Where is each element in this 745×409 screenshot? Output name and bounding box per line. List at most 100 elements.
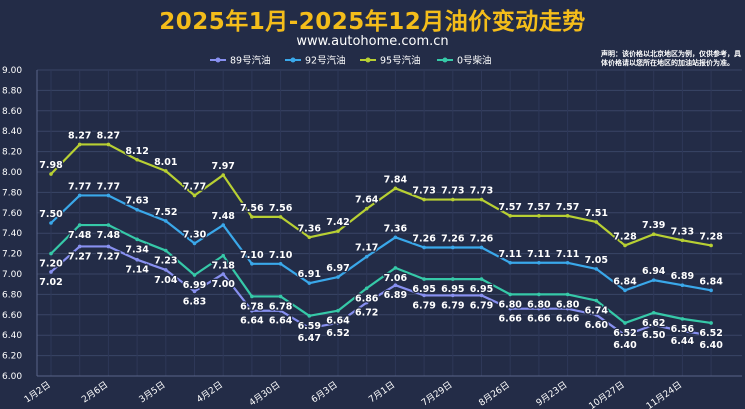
data-point	[709, 321, 713, 325]
data-point	[336, 229, 340, 233]
data-label: 6.94	[642, 266, 666, 277]
y-tick-label: 6.60	[2, 311, 22, 321]
data-point	[106, 142, 111, 147]
data-label: 8.01	[154, 157, 177, 168]
legend-label: 95号汽油	[380, 55, 421, 67]
y-tick-label: 6.20	[2, 352, 22, 362]
data-point	[537, 214, 541, 218]
data-point	[479, 197, 484, 202]
data-label: 6.95	[441, 284, 464, 295]
data-point	[250, 215, 254, 219]
data-label: 6.40	[613, 340, 637, 351]
data-point	[221, 173, 225, 177]
y-tick-label: 7.00	[2, 270, 22, 280]
data-label: 6.44	[671, 336, 695, 347]
data-label: 6.99	[183, 280, 206, 291]
data-label: 6.80	[498, 299, 522, 310]
data-label: 7.06	[384, 273, 408, 284]
data-point	[336, 275, 340, 279]
data-label: 6.52	[613, 328, 636, 339]
series-line	[50, 194, 712, 292]
legend-marker	[442, 57, 448, 63]
data-label: 6.64	[240, 316, 264, 327]
data-point	[508, 214, 512, 218]
data-label: 6.64	[269, 316, 293, 327]
data-label: 7.48	[211, 211, 235, 222]
data-label: 6.78	[240, 301, 264, 312]
data-label: 8.12	[125, 146, 148, 157]
data-label: 7.18	[211, 261, 235, 272]
data-label: 7.26	[441, 233, 465, 244]
data-label: 7.33	[671, 226, 694, 237]
data-point	[49, 270, 53, 274]
data-point	[680, 238, 685, 243]
data-point	[479, 245, 484, 250]
data-label: 6.50	[642, 330, 666, 341]
data-point	[623, 333, 627, 338]
data-point	[135, 257, 139, 262]
data-point	[709, 243, 713, 248]
data-point	[594, 267, 599, 271]
data-label: 7.73	[412, 186, 435, 197]
data-label: 6.91	[298, 269, 321, 280]
chart-subtitle: www.autohome.com.cn	[296, 34, 449, 49]
data-label: 7.48	[97, 230, 121, 241]
series-line	[50, 245, 712, 337]
data-point	[594, 220, 599, 224]
x-tick-label: 4月2日	[194, 379, 224, 405]
data-label: 6.84	[613, 276, 637, 287]
data-point	[77, 142, 82, 147]
data-point	[537, 260, 541, 265]
data-point	[565, 292, 570, 297]
data-point	[364, 300, 369, 305]
data-label: 7.04	[154, 275, 178, 286]
data-label: 7.11	[527, 249, 550, 260]
data-label: 7.11	[556, 249, 579, 260]
data-point	[623, 288, 627, 293]
x-tick-label: 4月30日	[247, 379, 282, 408]
data-label: 6.79	[470, 300, 493, 311]
data-label: 6.66	[556, 314, 580, 325]
data-label: 6.72	[355, 308, 378, 319]
data-label: 7.98	[39, 160, 63, 171]
data-point	[623, 321, 627, 325]
series-line	[50, 223, 712, 325]
data-label: 6.52	[699, 328, 722, 339]
y-tick-label: 8.80	[2, 86, 22, 96]
data-point	[192, 193, 197, 198]
legend-label: 89号汽油	[230, 55, 271, 67]
legend-label: 92号汽油	[305, 55, 346, 67]
data-point	[307, 235, 312, 240]
data-label: 7.27	[68, 251, 91, 262]
data-label: 7.27	[97, 251, 120, 262]
data-label: 8.27	[97, 130, 120, 141]
data-label: 7.57	[556, 202, 579, 213]
data-label: 7.02	[39, 277, 62, 288]
data-point	[135, 237, 139, 242]
data-point	[164, 219, 168, 223]
data-point	[364, 254, 369, 259]
data-point	[221, 253, 225, 258]
data-point	[422, 293, 426, 298]
disclaimer-note: 声明：该价格以北京地区为例，仅供参考，具体价格请以您所在地区的加油站报价为准。	[601, 50, 741, 67]
data-point	[537, 292, 541, 297]
data-point	[565, 214, 570, 218]
data-point	[508, 306, 512, 311]
data-label: 6.84	[699, 276, 723, 287]
data-label: 7.73	[441, 186, 464, 197]
data-point	[680, 283, 685, 288]
series-line	[50, 143, 712, 247]
data-label: 6.64	[326, 316, 350, 327]
data-point	[77, 223, 82, 227]
data-point	[651, 278, 656, 282]
data-point	[393, 186, 398, 191]
data-point	[651, 232, 656, 237]
data-label: 7.57	[527, 202, 550, 213]
data-label: 7.36	[298, 223, 322, 234]
data-point	[451, 293, 455, 298]
data-label: 7.20	[39, 259, 63, 270]
data-label: 6.74	[585, 306, 609, 317]
y-tick-label: 6.00	[2, 372, 22, 382]
data-label: 7.48	[68, 230, 92, 241]
